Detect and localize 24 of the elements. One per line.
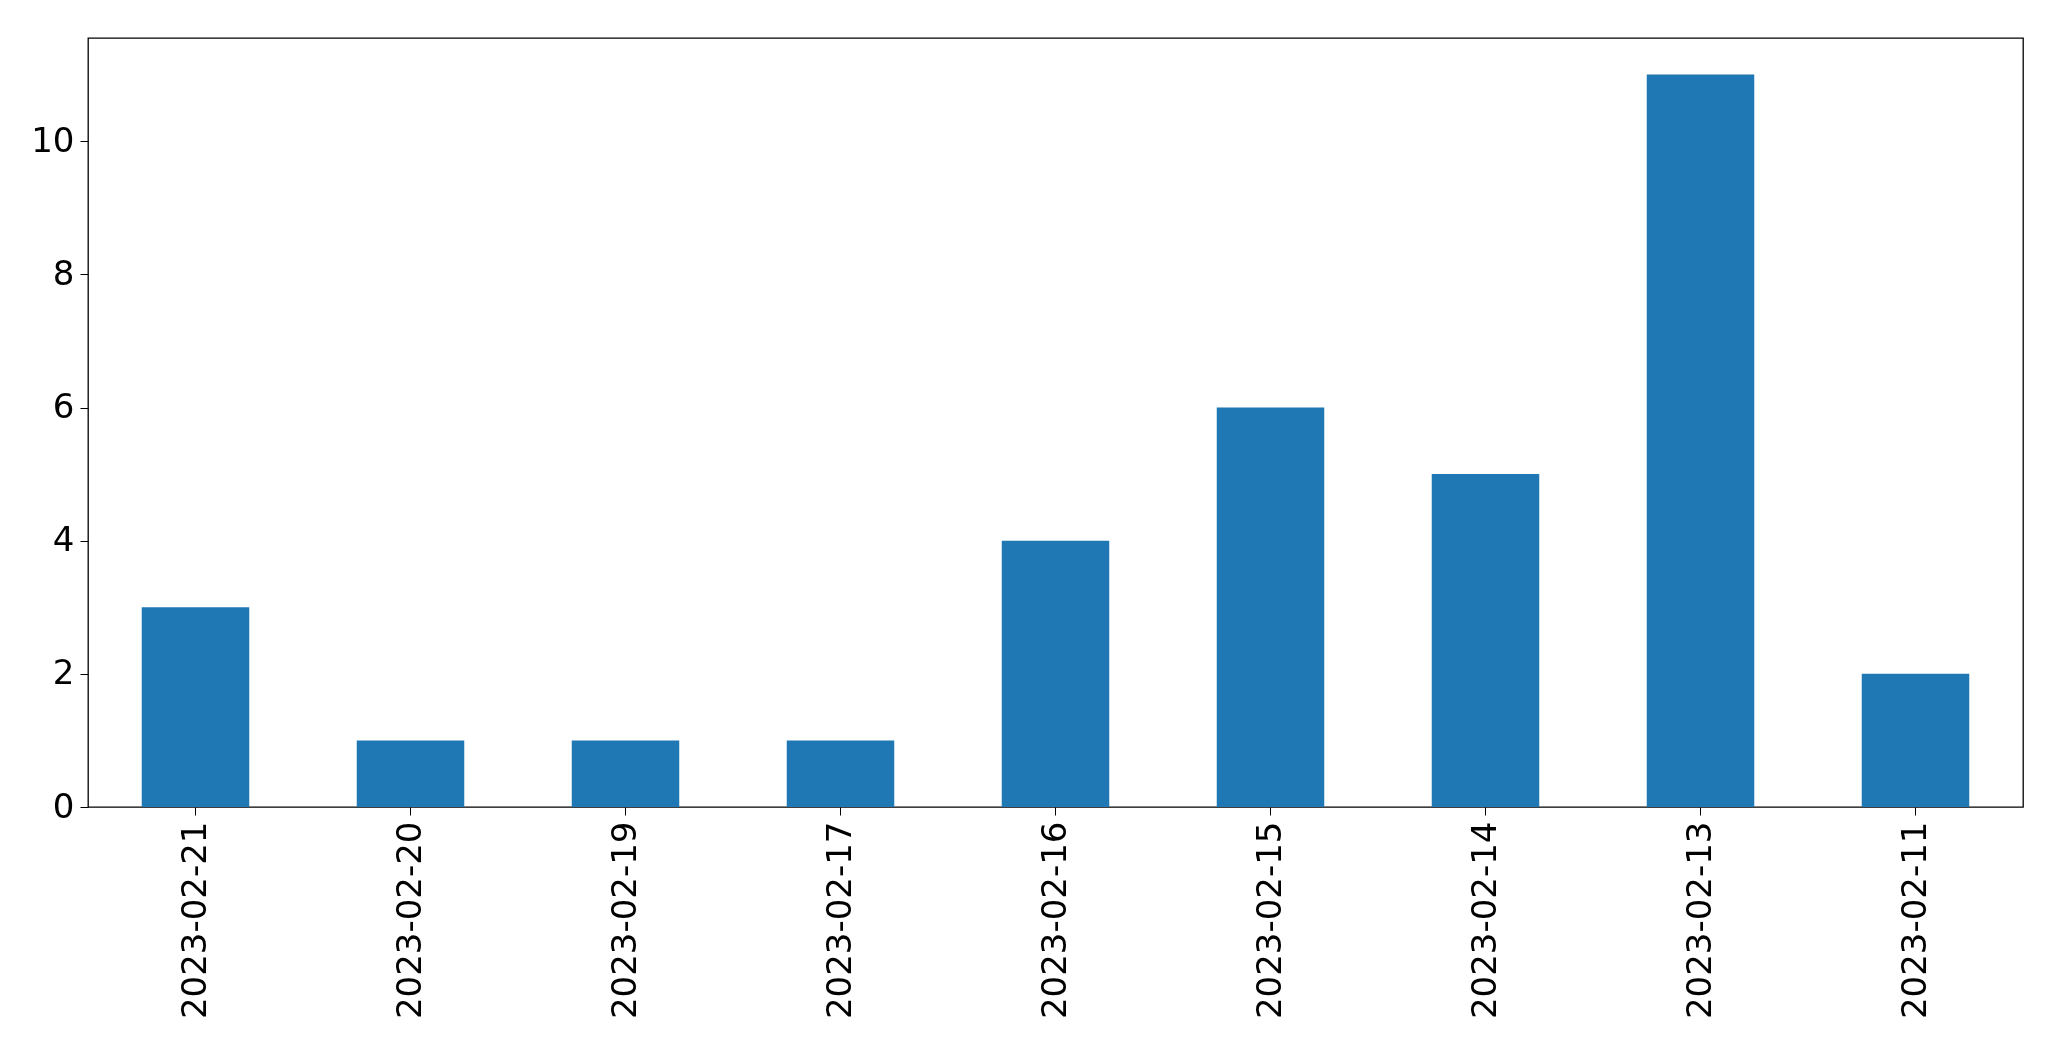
y-tick-label: 2 [52, 652, 75, 693]
x-tick-label: 2023-02-17 [818, 821, 859, 1020]
y-tick-label: 6 [52, 386, 75, 427]
x-tick-label: 2023-02-11 [1893, 821, 1934, 1020]
x-tick-label: 2023-02-20 [388, 821, 429, 1020]
bar [571, 740, 680, 807]
x-tick-label: 2023-02-16 [1033, 821, 1074, 1020]
bar [1646, 74, 1755, 807]
y-tick-label: 4 [52, 519, 75, 560]
x-tick-label: 2023-02-15 [1248, 821, 1289, 1020]
x-tick-label: 2023-02-13 [1678, 821, 1719, 1020]
y-tick-label: 8 [52, 252, 75, 293]
x-tick-label: 2023-02-14 [1463, 821, 1504, 1020]
bar [786, 740, 895, 807]
x-tick-label: 2023-02-19 [603, 821, 644, 1020]
bar [141, 607, 250, 807]
bar [1216, 407, 1325, 807]
y-tick-label: 10 [31, 119, 75, 160]
bar [1431, 474, 1540, 807]
y-tick-label: 0 [52, 785, 75, 826]
bar [1861, 673, 1970, 807]
bar [356, 740, 465, 807]
x-tick-label: 2023-02-21 [173, 821, 214, 1020]
bar [1001, 540, 1110, 807]
